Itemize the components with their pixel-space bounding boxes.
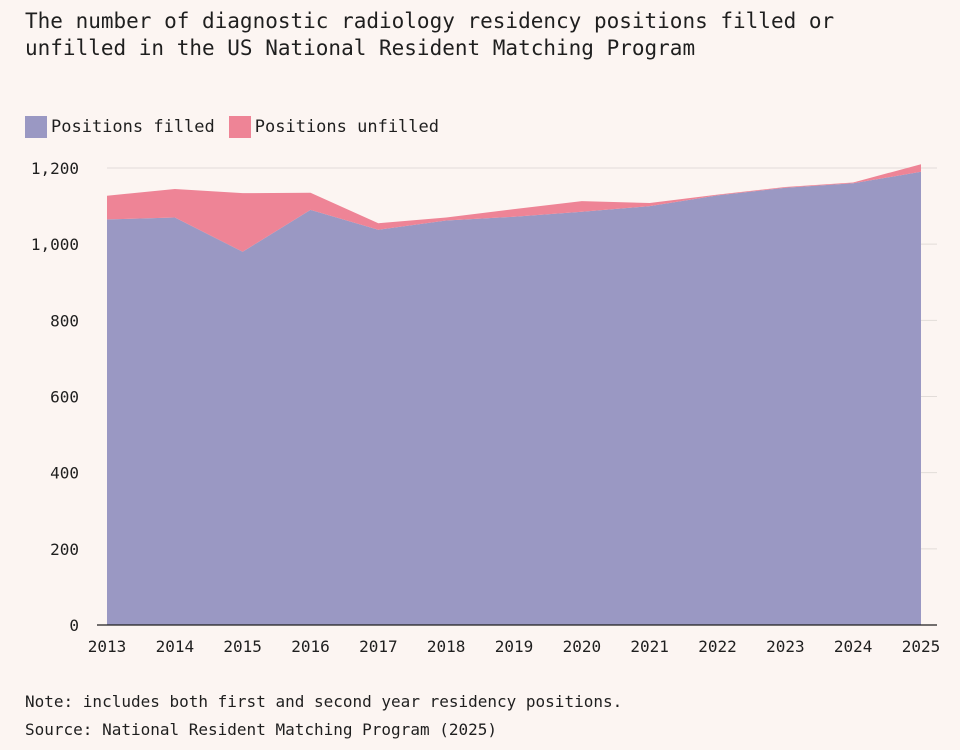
x-tick-label: 2024 [834, 637, 873, 656]
x-tick-label: 2022 [698, 637, 737, 656]
legend-swatch-unfilled [228, 116, 251, 138]
x-tick-label: 2021 [630, 637, 669, 656]
note-text: Note: includes both first and second yea… [25, 692, 623, 711]
y-tick-label: 1,000 [31, 235, 79, 254]
y-tick-label: 800 [50, 311, 79, 330]
x-tick-label: 2025 [902, 637, 941, 656]
x-tick-label: 2018 [427, 637, 466, 656]
y-tick-label: 1,200 [31, 159, 79, 178]
areas [97, 164, 937, 626]
area-chart: 0 200 400 600 800 1,000 1,200 2013 2014 2015 2016… [31, 159, 941, 656]
legend-item-unfilled: Positions unfilled [228, 116, 439, 138]
x-axis: 2013 2014 2015 2016 2017 2018 2019 2020 2021 2022… [88, 637, 941, 656]
legend-swatch-filled [25, 116, 47, 138]
legend-item-filled: Positions filled [25, 116, 215, 138]
source-text: Source: National Resident Matching Progr… [25, 720, 498, 739]
x-tick-label: 2019 [495, 637, 534, 656]
y-tick-label: 200 [50, 540, 79, 559]
legend: Positions filled Positions unfilled [25, 116, 453, 138]
chart-title: The number of diagnostic radiology resid… [25, 9, 835, 60]
x-tick-label: 2013 [88, 637, 127, 656]
y-tick-label: 600 [50, 388, 79, 407]
x-tick-label: 2017 [359, 637, 398, 656]
x-tick-label: 2023 [766, 637, 805, 656]
footnotes: Note: includes both first and second yea… [25, 688, 622, 744]
y-tick-label: 0 [69, 616, 79, 635]
x-tick-label: 2015 [223, 637, 262, 656]
x-tick-label: 2014 [156, 637, 195, 656]
legend-label-filled: Positions filled [51, 117, 215, 137]
legend-label-unfilled: Positions unfilled [254, 117, 439, 137]
area-positions-unfilled [107, 164, 921, 252]
area-positions-filled [107, 171, 921, 625]
x-tick-label: 2016 [291, 637, 330, 656]
y-tick-label: 400 [50, 464, 79, 483]
x-tick-label: 2020 [563, 637, 602, 656]
y-axis: 0 200 400 600 800 1,000 1,200 [31, 159, 79, 635]
